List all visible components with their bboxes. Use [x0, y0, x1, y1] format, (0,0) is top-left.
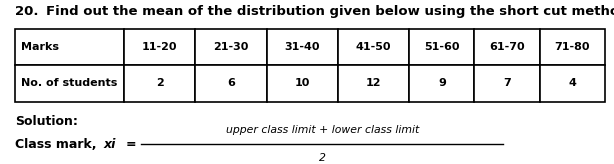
Text: 6: 6 — [227, 78, 235, 88]
Text: 12: 12 — [366, 78, 381, 88]
Text: 41-50: 41-50 — [356, 42, 391, 52]
Text: =: = — [126, 138, 136, 151]
Text: 71-80: 71-80 — [554, 42, 590, 52]
Text: upper class limit + lower class limit: upper class limit + lower class limit — [226, 125, 419, 135]
Text: xi: xi — [103, 138, 115, 151]
Text: 7: 7 — [503, 78, 511, 88]
Text: 21-30: 21-30 — [213, 42, 249, 52]
Text: Solution:: Solution: — [15, 115, 78, 128]
Text: 9: 9 — [438, 78, 446, 88]
Text: 20.: 20. — [15, 5, 39, 18]
Text: 11-20: 11-20 — [142, 42, 177, 52]
Text: No. of students: No. of students — [21, 78, 118, 88]
Text: 61-70: 61-70 — [489, 42, 525, 52]
Text: 2: 2 — [156, 78, 163, 88]
Text: 10: 10 — [295, 78, 310, 88]
Text: 4: 4 — [569, 78, 576, 88]
Text: 51-60: 51-60 — [424, 42, 460, 52]
Text: Class mark,: Class mark, — [15, 138, 101, 151]
Text: 31-40: 31-40 — [284, 42, 320, 52]
Text: 2: 2 — [319, 153, 326, 163]
Text: Find out the mean of the distribution given below using the short cut method.: Find out the mean of the distribution gi… — [46, 5, 614, 18]
Text: Marks: Marks — [21, 42, 60, 52]
